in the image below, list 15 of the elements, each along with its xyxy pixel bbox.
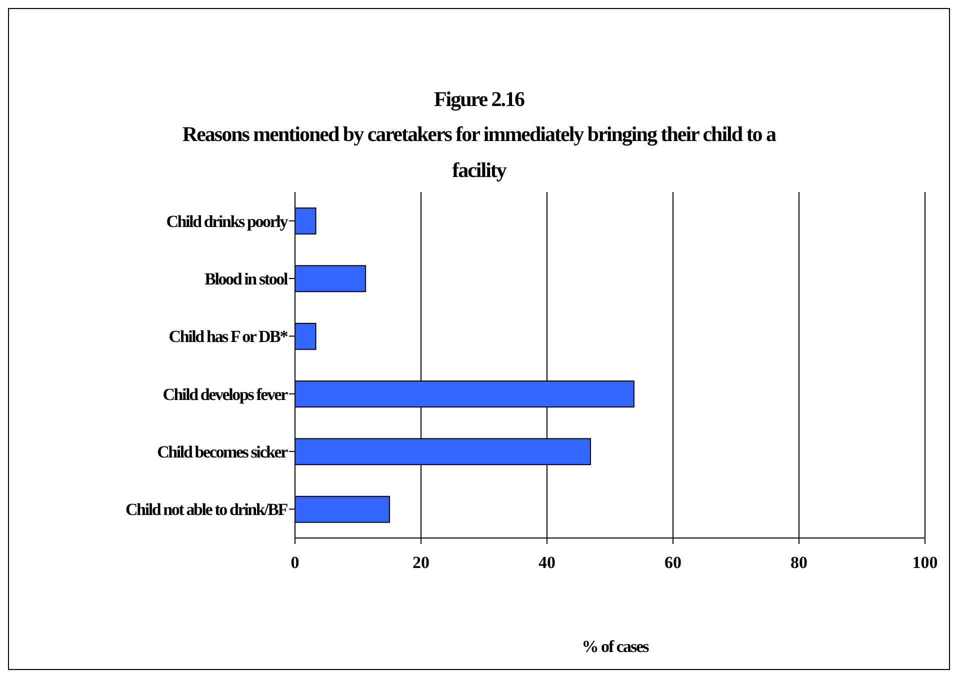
x-tick-label: 100: [912, 553, 938, 572]
chart-subtitle: Reasons mentioned by caretakers for immediately bringing their child to a facility: [181, 121, 778, 184]
x-axis-title: % of cases: [580, 637, 650, 657]
chart-title: Figure 2.16: [432, 87, 526, 112]
y-tick-label: Blood in stool: [204, 270, 288, 289]
y-tick-label: Child becomes sicker: [157, 442, 289, 462]
y-tick-label: Child has F or DB*: [168, 327, 288, 346]
x-tick-label: 0: [290, 553, 300, 572]
y-tick-label: Child develops fever: [162, 384, 289, 404]
y-tick-label: Child drinks poorly: [166, 212, 289, 231]
y-tick-label: Child not able to drink/BF: [125, 500, 288, 520]
x-tick-label: 80: [790, 553, 808, 572]
x-tick-label: 60: [664, 553, 682, 572]
x-tick-label: 20: [412, 553, 430, 572]
x-tick-label: 40: [538, 553, 556, 572]
